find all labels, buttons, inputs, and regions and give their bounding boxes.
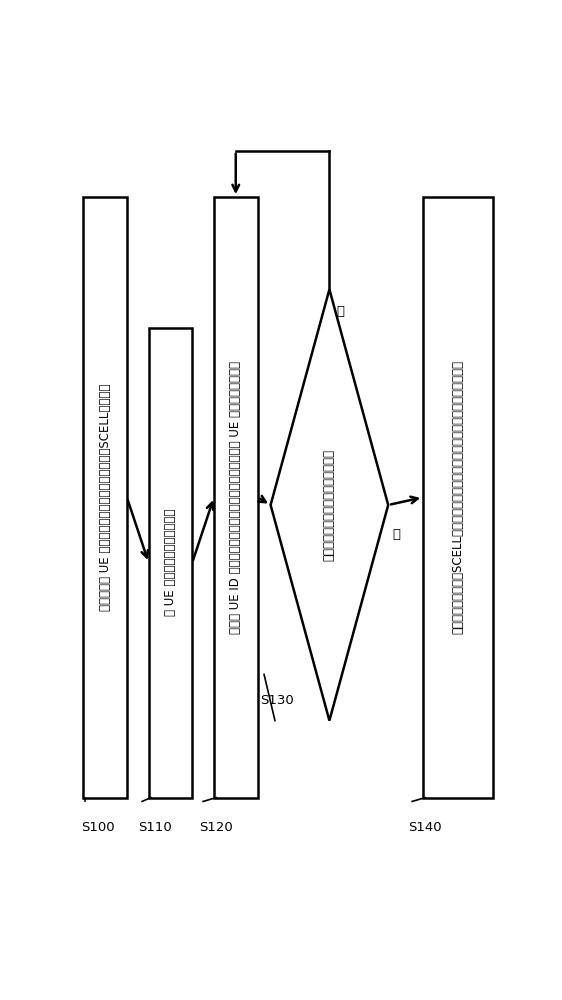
- Text: 向对应的通信小区（SCELL）发送其作为用于自主移动过程的目标小区被释放的指示: 向对应的通信小区（SCELL）发送其作为用于自主移动过程的目标小区被释放的指示: [451, 360, 464, 634]
- Text: 创建可用于 UE 的自主移动过程的候选通信小区（SCELL）的列表: 创建可用于 UE 的自主移动过程的候选通信小区（SCELL）的列表: [98, 384, 112, 611]
- Text: 否: 否: [336, 305, 344, 318]
- Text: 是: 是: [392, 528, 401, 541]
- Bar: [423, 197, 493, 798]
- Text: S130: S130: [260, 694, 293, 707]
- Polygon shape: [270, 289, 388, 721]
- Text: 向包括 UE ID 的候选通信小区发送准备信息和关于用于与 UE 通信的配置的指示: 向包括 UE ID 的候选通信小区发送准备信息和关于用于与 UE 通信的配置的指…: [229, 361, 242, 634]
- Bar: [214, 197, 257, 798]
- Text: S110: S110: [138, 821, 171, 834]
- Bar: [148, 328, 192, 798]
- Text: 向 UE 发送候选通信小区的列表: 向 UE 发送候选通信小区的列表: [164, 509, 177, 616]
- Text: S100: S100: [81, 821, 115, 834]
- Text: 通信小区将被释放（例如定时器）？: 通信小区将被释放（例如定时器）？: [323, 449, 336, 561]
- Bar: [83, 197, 127, 798]
- Text: S120: S120: [199, 821, 233, 834]
- Text: S140: S140: [408, 821, 441, 834]
